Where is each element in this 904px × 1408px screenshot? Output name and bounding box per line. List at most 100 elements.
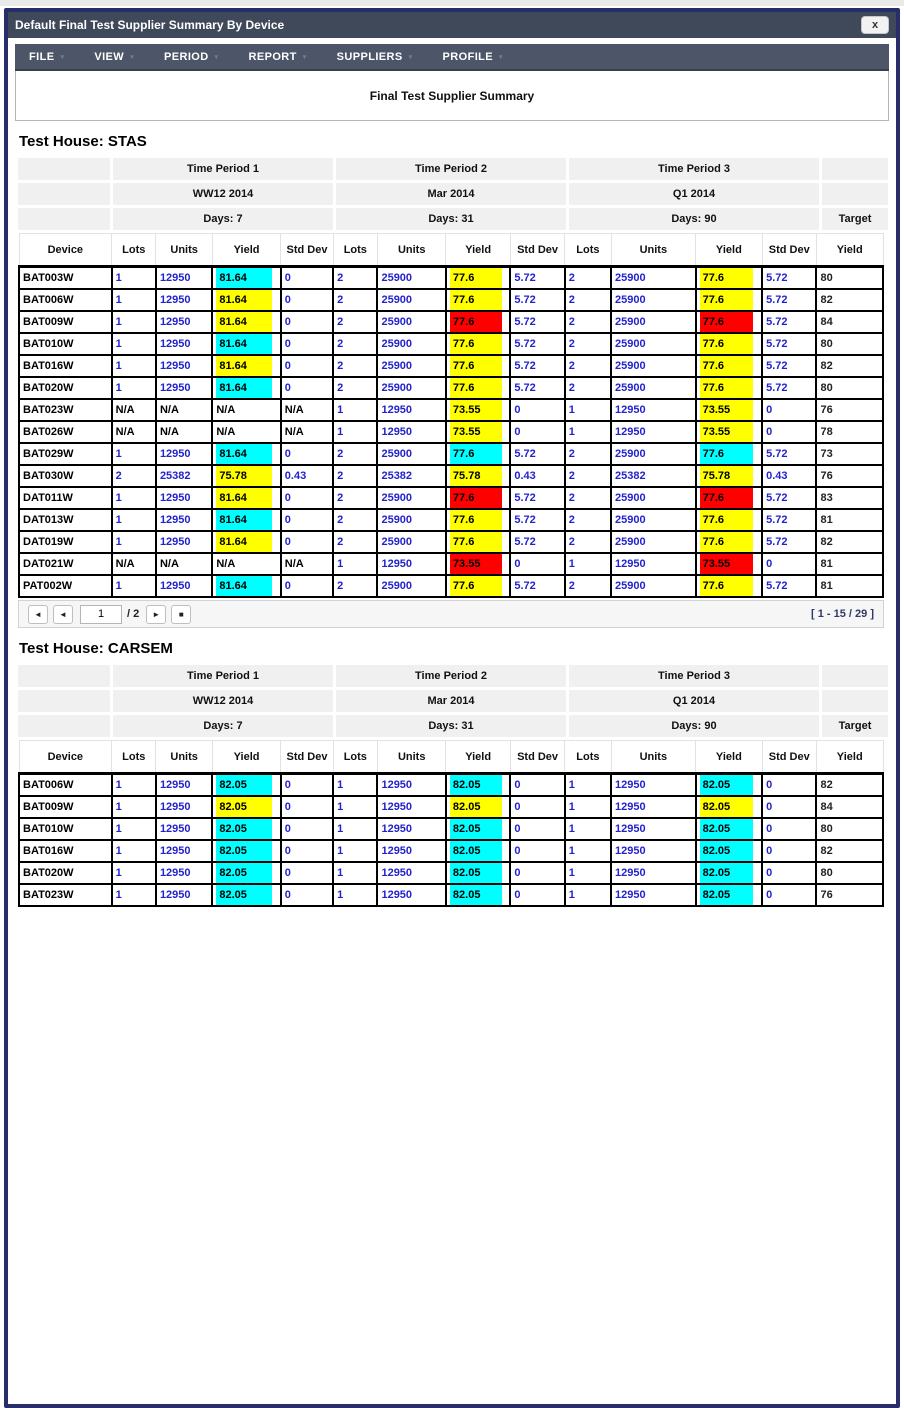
band-cell [18, 715, 110, 737]
chevron-down-icon: ▾ [60, 53, 65, 61]
yield-value: 82.05 [216, 820, 272, 838]
units-cell: 12950 [154, 442, 214, 466]
table-row: BAT016W 1 12950 81.64 0 2 25900 77.6 5.72 2 25900 7… [18, 354, 884, 378]
stddev-cell: 0 [761, 817, 818, 841]
lots-cell: 1 [332, 883, 379, 907]
stddev-cell: 0 [279, 265, 335, 290]
yield-cell: 82.05 [211, 772, 282, 797]
units-cell: 25900 [376, 530, 447, 554]
column-header: Std Dev [761, 740, 817, 775]
yield-value: 82.05 [216, 775, 272, 795]
yield-cell: 73.55 [694, 398, 764, 422]
menu-item-file[interactable]: FILE ▾ [29, 51, 64, 63]
device-cell: DAT021W [18, 552, 113, 576]
lots-cell: 1 [332, 839, 379, 863]
units-cell: 12950 [154, 817, 214, 841]
device-cell: BAT029W [18, 442, 113, 466]
device-cell: BAT003W [18, 265, 113, 290]
lots-cell: 2 [563, 288, 613, 312]
band-cell: Days: 90 [569, 208, 819, 230]
units-cell: 12950 [154, 486, 214, 510]
stddev-cell: 0 [761, 883, 818, 907]
yield-value: 81.64 [216, 533, 272, 551]
close-button[interactable]: x [861, 16, 889, 34]
pager-last-button[interactable]: ■ [171, 604, 192, 624]
yield-value: 77.6 [449, 268, 502, 288]
column-header: Lots [564, 233, 612, 268]
yield-value: 81.64 [216, 335, 272, 353]
chevron-down-icon: ▾ [408, 53, 413, 61]
menu-item-view[interactable]: VIEW ▾ [94, 51, 134, 63]
lots-cell: 2 [563, 486, 613, 510]
yield-value: 82.05 [699, 886, 754, 904]
yield-value: 77.6 [449, 291, 502, 309]
yield-value: 77.6 [699, 379, 754, 397]
menu-item-label: VIEW [94, 50, 125, 63]
pager: ◄ ◄ / 2 ► ■ [ 1 - 15 / 29 ] [18, 600, 884, 628]
target-cell: 80 [815, 332, 884, 356]
target-cell: 82 [815, 772, 884, 797]
yield-value: 82.05 [449, 798, 502, 816]
yield-value: 77.6 [699, 268, 754, 288]
yield-value: 81.64 [216, 357, 272, 375]
yield-value: 82.05 [449, 820, 502, 838]
yield-value: 82.05 [449, 886, 502, 904]
yield-cell: 77.6 [444, 310, 512, 334]
pager-first-button[interactable]: ◄ [28, 604, 48, 624]
menu-item-profile[interactable]: PROFILE ▾ [443, 51, 503, 63]
lots-cell: 1 [563, 817, 613, 841]
pager-page-input[interactable] [80, 604, 122, 624]
band-cell: Mar 2014 [336, 690, 566, 712]
column-header: Yield [211, 233, 282, 268]
pager-prev-button[interactable]: ◄ [53, 604, 73, 624]
period-band-table: Time Period 1 Time Period 2 Time Period 3 W… [15, 155, 891, 233]
device-cell: BAT023W [18, 883, 113, 907]
lots-cell: 2 [563, 442, 613, 466]
menu-item-suppliers[interactable]: SUPPLIERS ▾ [337, 51, 413, 63]
lots-cell: 2 [110, 464, 157, 488]
stddev-cell: 5.72 [761, 332, 818, 356]
yield-cell: 82.05 [211, 861, 282, 885]
yield-cell: 82.05 [444, 772, 512, 797]
band-cell [18, 208, 110, 230]
yield-cell: 81.64 [211, 265, 282, 290]
yield-value: 77.6 [449, 357, 502, 375]
stddev-cell: N/A [279, 552, 335, 576]
yield-cell: 77.6 [694, 310, 764, 334]
stddev-cell: 5.72 [761, 486, 818, 510]
stddev-cell: 0 [279, 310, 335, 334]
lots-cell: 2 [563, 310, 613, 334]
units-cell: 25900 [610, 265, 697, 290]
stddev-cell: 5.72 [509, 310, 566, 334]
table-row: BAT023W 1 12950 82.05 0 1 12950 82.05 0 1 12950 82.… [18, 883, 884, 907]
units-cell: 12950 [376, 817, 447, 841]
stddev-cell: 5.72 [761, 574, 818, 598]
yield-cell: 82.05 [694, 795, 764, 819]
stddev-cell: N/A [279, 420, 335, 444]
data-table: Device Lots Units Yield Std Dev Lots Units Yiel… [18, 233, 884, 598]
pager-next-button[interactable]: ► [146, 604, 167, 624]
units-cell: 25382 [610, 464, 697, 488]
units-cell: 12950 [154, 288, 214, 312]
yield-cell: 77.6 [694, 376, 764, 400]
yield-cell: 82.05 [444, 883, 512, 907]
next-page-icon: ► [152, 609, 161, 619]
table-row: BAT030W 2 25382 75.78 0.43 2 25382 75.78 0.43 2 25… [18, 464, 884, 488]
band-cell: Days: 90 [569, 715, 819, 737]
stddev-cell: 0 [279, 354, 335, 378]
report-header: Final Test Supplier Summary [15, 71, 889, 121]
lots-cell: 2 [332, 288, 379, 312]
lots-cell: 1 [332, 795, 379, 819]
units-cell: 25900 [610, 288, 697, 312]
stddev-cell: 5.72 [509, 376, 566, 400]
stddev-cell: 0 [279, 508, 335, 532]
units-cell: 12950 [376, 552, 447, 576]
yield-value: 73.55 [699, 423, 754, 441]
units-cell: 12950 [610, 817, 697, 841]
yield-value: 77.6 [699, 291, 754, 309]
menu-item-report[interactable]: REPORT ▾ [249, 51, 307, 63]
menu-item-period[interactable]: PERIOD ▾ [164, 51, 219, 63]
units-cell: 25382 [154, 464, 214, 488]
band-cell [822, 158, 888, 180]
table-row: BAT026W N/A N/A N/A N/A 1 12950 73.55 0 1 12950 73.… [18, 420, 884, 444]
